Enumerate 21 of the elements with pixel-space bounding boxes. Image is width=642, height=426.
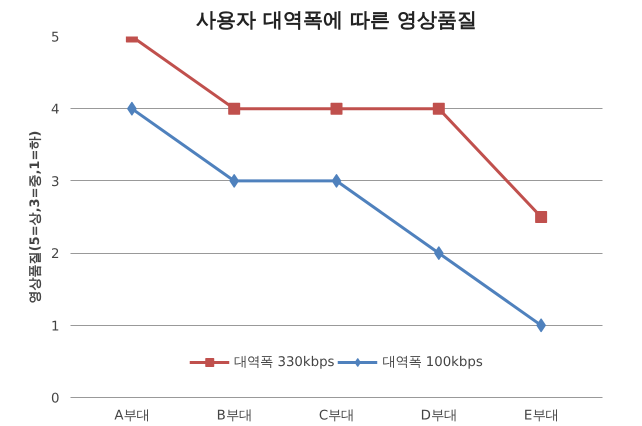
- point: [434, 246, 444, 260]
- point: [432, 102, 445, 115]
- point: [330, 102, 342, 115]
- legend-label: 대역폭 330kbps: [234, 354, 334, 371]
- x-tick-label: C부대: [318, 408, 354, 424]
- y-tick-label: 2: [51, 247, 60, 262]
- x-tick-label: D부대: [420, 408, 457, 424]
- x-tick-label: A부대: [114, 408, 150, 424]
- y-tick-label: 3: [51, 174, 60, 190]
- x-tick-label: B부대: [216, 408, 252, 424]
- legend-label: 대역폭 100kbps: [382, 354, 483, 371]
- point: [229, 174, 240, 188]
- chart-title: 사용자 대역폭에 따른 영상품질: [196, 8, 477, 32]
- point: [535, 211, 548, 223]
- y-tick-label: 5: [51, 30, 60, 46]
- x-tick-label: E부대: [524, 408, 558, 424]
- y-tick-label: 4: [51, 102, 60, 118]
- y-tick-label: 1: [51, 319, 60, 334]
- point: [228, 102, 240, 115]
- y-axis-title: 영상품질(5=상,3=중,1=하): [28, 130, 44, 304]
- y-tick-label: 0: [51, 392, 60, 406]
